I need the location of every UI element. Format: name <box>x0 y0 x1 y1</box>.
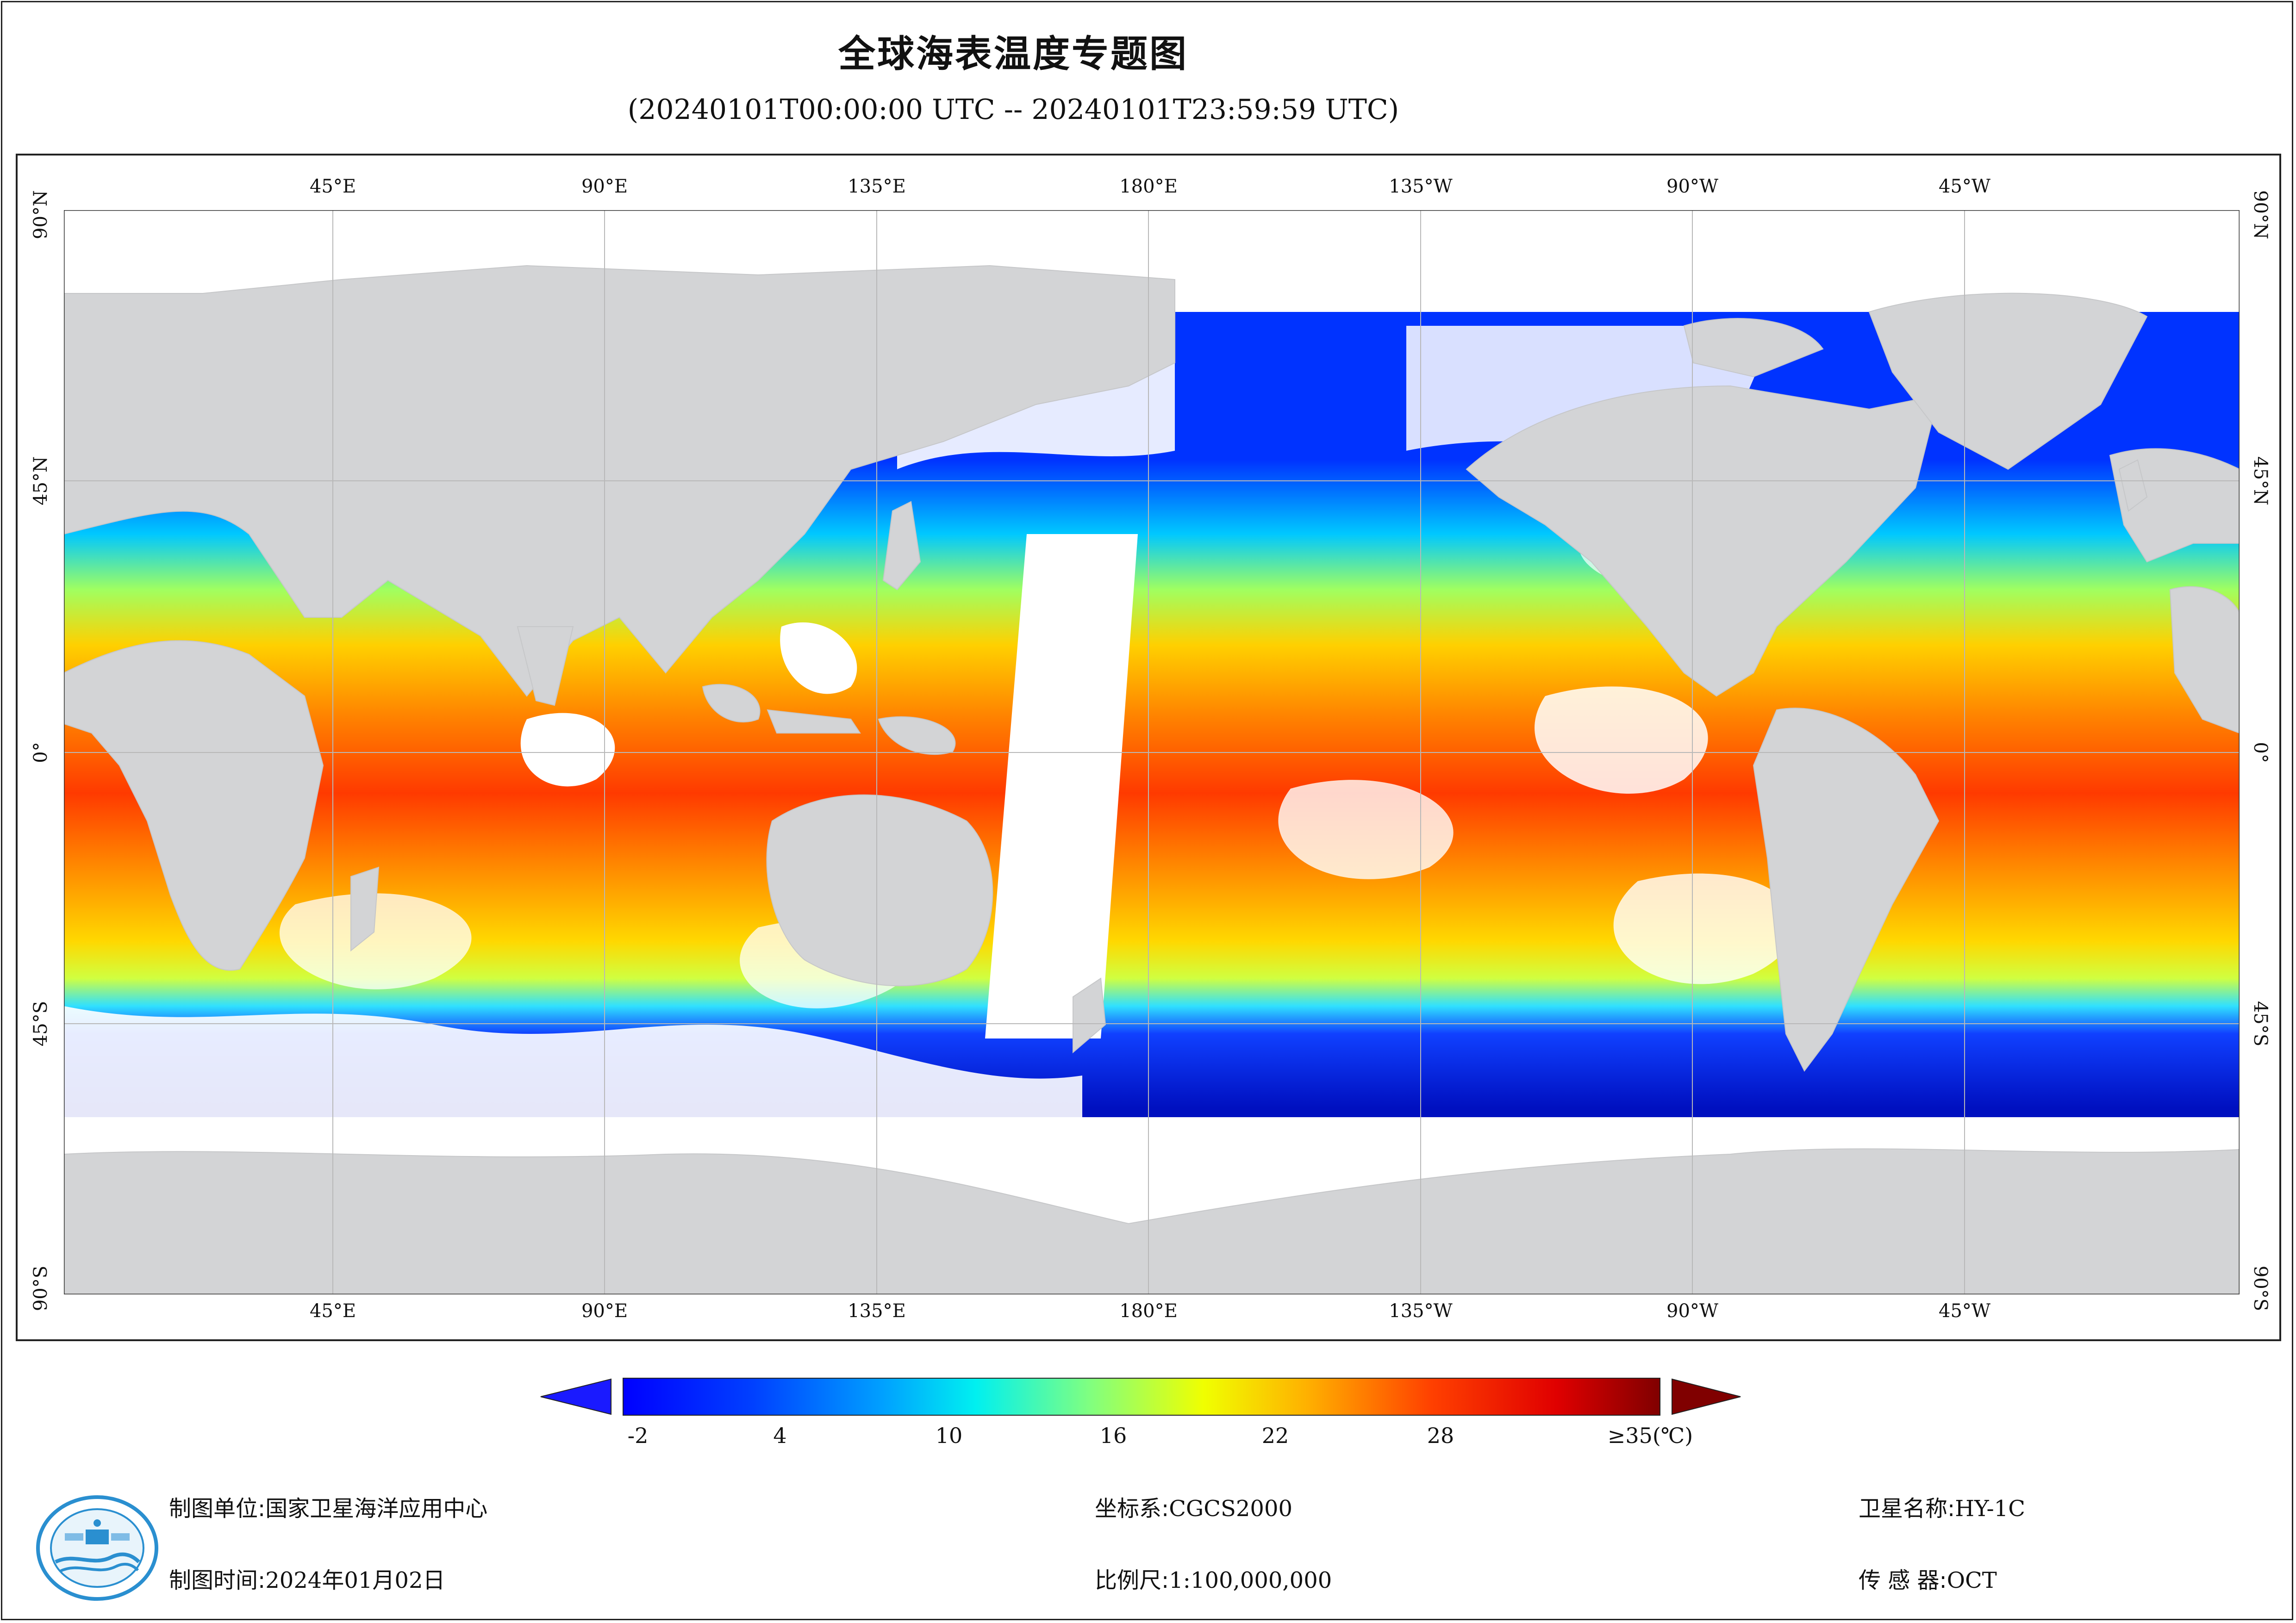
footer-unit-label: 制图单位: <box>169 1496 266 1522</box>
lon-label-bottom-180e: 180°E <box>1119 1300 1178 1322</box>
lat-label-right-45n: 45°N <box>2250 456 2271 505</box>
footer-time: 制图时间:2024年01月02日 <box>169 1562 445 1594</box>
lat-label-left-0: 0° <box>30 742 51 763</box>
lat-label-right-90s: 90°S <box>2250 1265 2271 1312</box>
lat-label-left-90s: 90°S <box>30 1265 51 1312</box>
footer-crs-label: 坐标系: <box>1095 1496 1169 1522</box>
lat-label-left-90n: 90°N <box>30 190 51 239</box>
lat-label-right-0: 0° <box>2250 742 2271 763</box>
colorbar-tick-4: 22 <box>1261 1423 1289 1448</box>
map-time-range: (20240101T00:00:00 UTC -- 20240101T23:59… <box>627 93 1399 126</box>
footer-sensor: 传 感 器:OCT <box>1859 1562 1997 1594</box>
lon-label-top-90e: 90°E <box>581 176 628 197</box>
footer-crs-value: CGCS2000 <box>1169 1496 1293 1522</box>
lon-label-top-90w: 90°W <box>1666 176 1719 197</box>
colorbar-scale <box>623 1378 1660 1416</box>
land-masses <box>64 265 2240 1294</box>
footer-sensor-label: 传 感 器: <box>1859 1567 1947 1593</box>
footer-unit-value: 国家卫星海洋应用中心 <box>265 1496 488 1522</box>
colorbar-tick-3: 16 <box>1099 1423 1127 1448</box>
lon-label-bottom-135w: 135°W <box>1389 1300 1453 1322</box>
footer-time-value: 2024年01月02日 <box>265 1567 445 1593</box>
lon-label-top-135e: 135°E <box>848 176 906 197</box>
lat-label-right-90n: 90°N <box>2250 190 2271 239</box>
lon-label-bottom-90w: 90°W <box>1666 1300 1719 1322</box>
colorbar-tick-1: 4 <box>773 1423 787 1448</box>
lat-label-left-45s: 45°S <box>30 1001 51 1047</box>
lon-label-bottom-45e: 45°E <box>309 1300 356 1322</box>
colorbar-tick-0: -2 <box>627 1423 649 1448</box>
footer-satellite-value: HY-1C <box>1955 1496 2025 1522</box>
footer-crs: 坐标系:CGCS2000 <box>1095 1490 1292 1523</box>
footer-scale: 比例尺:1:100,000,000 <box>1095 1562 1332 1594</box>
lon-label-top-180e: 180°E <box>1119 176 1178 197</box>
sst-map <box>64 210 2240 1294</box>
map-title: 全球海表温度专题图 <box>838 32 1188 75</box>
lon-label-top-45w: 45°W <box>1938 176 1991 197</box>
graticule <box>64 210 2240 1294</box>
footer-scale-value: 1:100,000,000 <box>1169 1567 1332 1593</box>
lat-label-right-45s: 45°S <box>2250 1001 2271 1047</box>
colorbar-tick-5: 28 <box>1427 1423 1454 1448</box>
colorbar-tick-2: 10 <box>935 1423 963 1448</box>
lon-label-bottom-135e: 135°E <box>848 1300 906 1322</box>
footer-satellite: 卫星名称:HY-1C <box>1859 1490 2025 1523</box>
lon-label-top-45e: 45°E <box>309 176 356 197</box>
lon-label-bottom-45w: 45°W <box>1938 1300 1991 1322</box>
footer-time-label: 制图时间: <box>169 1567 266 1593</box>
colorbar <box>540 1378 1741 1416</box>
footer-scale-label: 比例尺: <box>1095 1567 1169 1593</box>
footer-sensor-value: OCT <box>1947 1567 1997 1593</box>
colorbar-over-arrow <box>1672 1378 1741 1415</box>
nsoas-logo <box>36 1495 158 1601</box>
colorbar-tick-6: ≥35(℃) <box>1607 1423 1693 1448</box>
lon-label-bottom-90e: 90°E <box>581 1300 628 1322</box>
footer-satellite-label: 卫星名称: <box>1859 1496 1955 1522</box>
colorbar-under-arrow <box>540 1378 611 1415</box>
lat-label-left-45n: 45°N <box>30 456 51 505</box>
lon-label-top-135w: 135°W <box>1389 176 1453 197</box>
map-frame: 45°E 90°E 135°E 180°E 135°W 90°W 45°W 45… <box>16 154 2281 1341</box>
footer-unit: 制图单位:国家卫星海洋应用中心 <box>169 1490 487 1523</box>
